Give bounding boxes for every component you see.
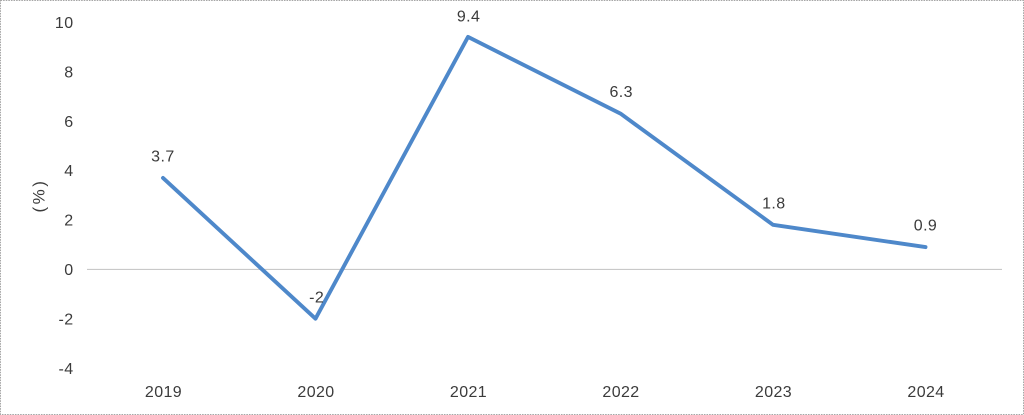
svg-text:2: 2 [64,213,73,230]
svg-text:0: 0 [64,262,73,279]
svg-text:2024: 2024 [907,384,944,401]
svg-text:10: 10 [55,15,74,32]
svg-text:6: 6 [64,114,73,131]
svg-text:0.9: 0.9 [914,218,937,235]
svg-text:-2: -2 [309,289,324,306]
svg-text:3.7: 3.7 [151,149,174,166]
svg-text:2022: 2022 [602,384,639,401]
svg-text:1.8: 1.8 [762,196,785,213]
svg-text:6.3: 6.3 [609,84,632,101]
svg-text:-4: -4 [58,361,73,378]
svg-text:2021: 2021 [450,384,487,401]
svg-text:2019: 2019 [145,384,182,401]
svg-text:2020: 2020 [297,384,334,401]
svg-text:4: 4 [64,163,73,180]
svg-text:-2: -2 [58,312,73,329]
svg-text:8: 8 [64,64,73,81]
svg-text:(%): (%) [29,179,48,213]
svg-text:9.4: 9.4 [457,9,480,26]
svg-text:2023: 2023 [755,384,792,401]
